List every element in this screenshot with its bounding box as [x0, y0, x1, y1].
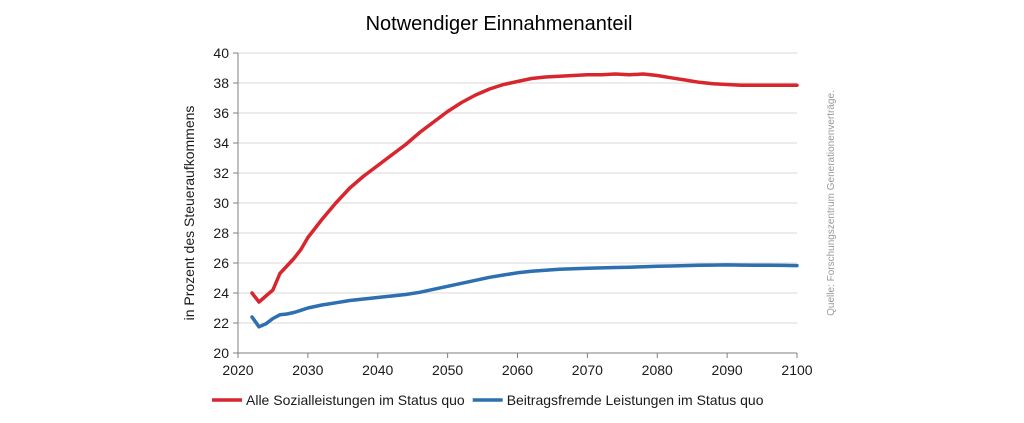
y-tick-label: 40: [213, 45, 229, 61]
y-tick-label: 26: [213, 255, 229, 271]
y-tick-label: 30: [213, 195, 229, 211]
series-lines: [250, 72, 799, 329]
source-note: Quelle: Forschungszentrum Generationenve…: [826, 90, 837, 316]
legend-label-2: Beitragsfremde Leistungen im Status quo: [507, 392, 764, 408]
series-line-1: [250, 72, 799, 304]
legend-label-1: Alle Sozialleistungen im Status quo: [246, 392, 465, 408]
x-tick-label: 2100: [781, 362, 812, 378]
axes: 20 22 24 26 28 30 32 34 36 38 40 2020 2030 2040 2050 20…: [213, 45, 812, 378]
y-tick-label: 20: [213, 345, 229, 361]
x-tick-label: 2040: [362, 362, 393, 378]
y-tick-label: 32: [213, 165, 229, 181]
gridlines: [238, 52, 797, 324]
y-tick-label: 22: [213, 315, 229, 331]
y-tick-label: 38: [213, 75, 229, 91]
legend: Alle Sozialleistungen im Status quo Beitr…: [212, 392, 764, 408]
y-axis-label: in Prozent des Steueraufkommens: [181, 106, 197, 321]
x-tick-label: 2070: [572, 362, 603, 378]
series-line-2: [250, 263, 799, 329]
chart-title: Notwendiger Einnahmenanteil: [366, 13, 633, 35]
y-tick-label: 24: [213, 285, 229, 301]
x-tick-label: 2050: [432, 362, 463, 378]
y-tick-label: 36: [213, 105, 229, 121]
x-tick-label: 2090: [712, 362, 743, 378]
y-tick-label: 34: [213, 135, 229, 151]
y-tick-label: 28: [213, 225, 229, 241]
x-tick-label: 2020: [222, 362, 253, 378]
x-tick-label: 2080: [642, 362, 673, 378]
x-tick-label: 2030: [292, 362, 323, 378]
x-tick-label: 2060: [502, 362, 533, 378]
